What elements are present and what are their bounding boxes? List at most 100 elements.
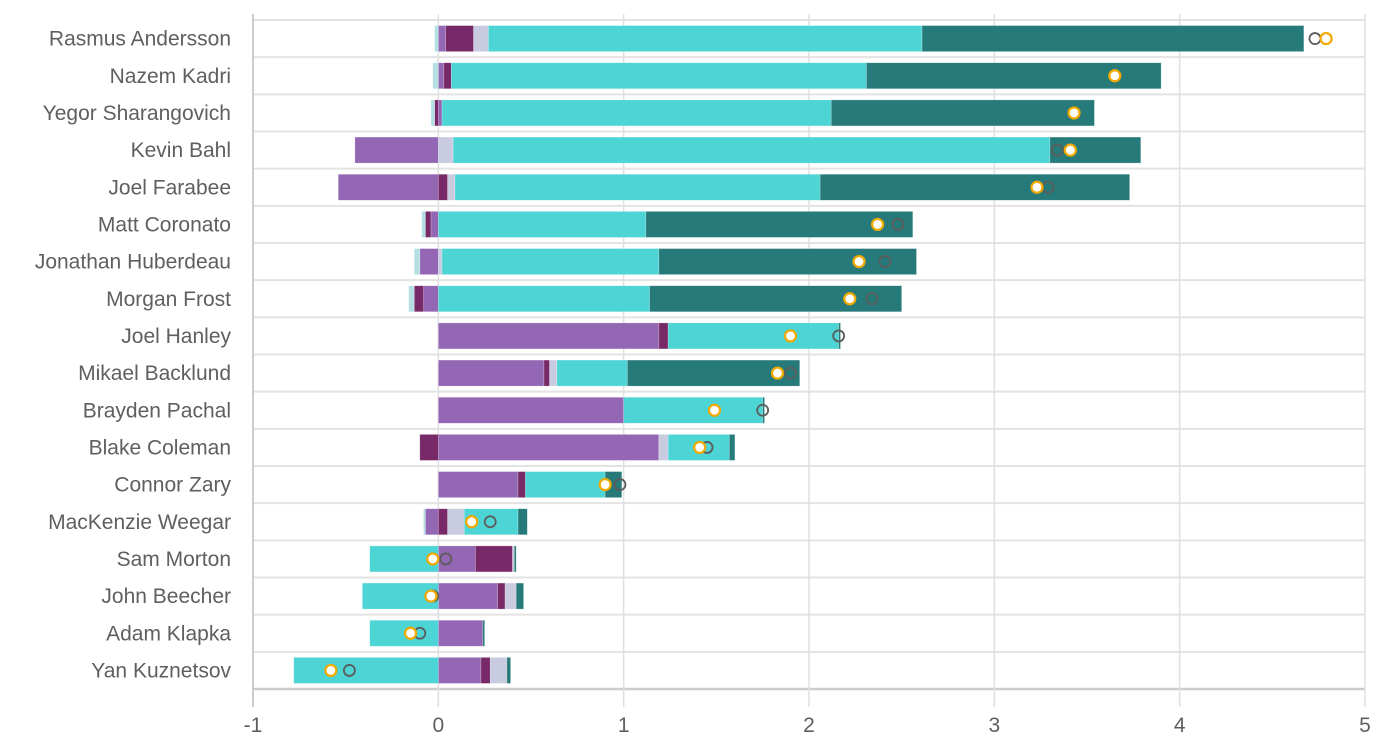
bar-segment-a[interactable]	[337, 173, 439, 201]
bar-segment-b[interactable]	[658, 322, 669, 350]
marker1-point[interactable]	[613, 478, 627, 491]
bar-segment-e[interactable]	[515, 582, 524, 610]
marker2-point[interactable]	[1063, 143, 1077, 157]
marker2-point[interactable]	[1030, 180, 1044, 194]
bar-segment-f[interactable]	[430, 99, 435, 127]
bar-segment-b[interactable]	[425, 211, 432, 238]
bar-segment-f[interactable]	[421, 211, 426, 238]
bar-segment-e[interactable]	[514, 545, 517, 573]
bar-segment-c[interactable]	[504, 582, 517, 610]
marker1-point[interactable]	[1308, 32, 1322, 45]
bar-segment-a[interactable]	[438, 657, 482, 684]
bar-segment-b[interactable]	[517, 471, 526, 498]
bar-segment-a[interactable]	[423, 285, 439, 313]
bar-segment-a[interactable]	[438, 545, 476, 573]
bar-segment-e[interactable]	[762, 396, 765, 424]
marker2-point[interactable]	[1067, 106, 1081, 120]
bar-segment-b[interactable]	[443, 62, 452, 90]
bar-segment-f[interactable]	[413, 248, 421, 275]
bar-segment-b[interactable]	[419, 434, 439, 461]
bar-segment-a[interactable]	[438, 25, 447, 52]
marker2-point[interactable]	[693, 440, 707, 455]
bar-segment-b[interactable]	[445, 25, 474, 52]
bar-segment-c[interactable]	[549, 359, 558, 387]
marker2-point[interactable]	[426, 552, 440, 566]
bar-segment-f[interactable]	[423, 508, 426, 536]
bar-segment-d[interactable]	[293, 657, 439, 684]
bar-segment-c[interactable]	[438, 136, 454, 164]
bar-segment-e[interactable]	[830, 99, 1095, 127]
bar-segment-a[interactable]	[438, 322, 660, 350]
bar-segment-b[interactable]	[497, 582, 506, 610]
marker2-point[interactable]	[707, 403, 722, 417]
bar-segment-a[interactable]	[438, 62, 445, 90]
marker1-point[interactable]	[1050, 143, 1064, 157]
marker1-point[interactable]	[483, 515, 497, 529]
bar-segment-d[interactable]	[452, 136, 1051, 164]
bar-segment-d[interactable]	[441, 248, 660, 275]
bar-segment-b[interactable]	[480, 657, 491, 684]
bar-segment-c[interactable]	[438, 248, 443, 275]
marker2-point[interactable]	[843, 292, 857, 306]
bar-segment-f[interactable]	[432, 62, 439, 90]
bar-segment-a[interactable]	[425, 508, 439, 536]
bar-segment-d[interactable]	[667, 322, 839, 350]
marker2-point[interactable]	[1319, 31, 1333, 46]
bar-segment-d[interactable]	[488, 25, 923, 52]
bar-segment-d[interactable]	[667, 434, 730, 461]
bar-segment-a[interactable]	[438, 582, 498, 610]
marker1-point[interactable]	[832, 329, 846, 343]
bar-segment-a[interactable]	[438, 434, 660, 461]
bar-segment-a[interactable]	[354, 136, 439, 164]
marker1-point[interactable]	[756, 403, 770, 417]
marker2-point[interactable]	[770, 366, 785, 380]
bar-segment-c[interactable]	[489, 657, 508, 684]
bar-segment-a[interactable]	[438, 619, 484, 647]
bar-segment-a[interactable]	[430, 211, 439, 238]
bar-segment-d[interactable]	[454, 173, 821, 201]
bar-segment-e[interactable]	[645, 211, 914, 238]
bar-segment-e[interactable]	[921, 25, 1305, 52]
bar-segment-c[interactable]	[447, 508, 465, 536]
marker1-point[interactable]	[865, 292, 879, 306]
bar-segment-a[interactable]	[438, 471, 519, 498]
bar-segment-b[interactable]	[438, 508, 448, 536]
bar-segment-e[interactable]	[729, 434, 736, 461]
bar-segment-a[interactable]	[438, 396, 624, 424]
bar-segment-a[interactable]	[419, 248, 439, 275]
bar-segment-c[interactable]	[473, 25, 489, 52]
marker2-point[interactable]	[870, 217, 885, 232]
marker2-point[interactable]	[783, 329, 798, 343]
bar-segment-d[interactable]	[438, 211, 647, 238]
bar-segment-d[interactable]	[441, 99, 832, 127]
bar-segment-e[interactable]	[506, 657, 511, 684]
bar-segment-a[interactable]	[438, 99, 443, 127]
bar-segment-e[interactable]	[838, 322, 841, 350]
marker1-point[interactable]	[439, 552, 453, 566]
marker1-point[interactable]	[784, 366, 797, 380]
bar-segment-b[interactable]	[413, 285, 424, 313]
bar-segment-f[interactable]	[408, 285, 415, 313]
bar-segment-b[interactable]	[543, 359, 550, 387]
bar-segment-d[interactable]	[438, 285, 650, 313]
marker1-point[interactable]	[878, 255, 892, 268]
bar-segment-d[interactable]	[525, 471, 606, 498]
marker2-point[interactable]	[324, 663, 338, 678]
bar-segment-d[interactable]	[623, 396, 763, 424]
bar-segment-d[interactable]	[556, 359, 628, 387]
bar-segment-c[interactable]	[447, 173, 456, 201]
marker2-point[interactable]	[852, 254, 866, 269]
bar-segment-e[interactable]	[658, 248, 917, 275]
marker2-point[interactable]	[465, 515, 479, 529]
marker2-point[interactable]	[424, 589, 438, 603]
marker2-point[interactable]	[403, 626, 418, 640]
bar-segment-e[interactable]	[819, 173, 1130, 201]
bar-segment-e[interactable]	[517, 508, 528, 536]
bar-segment-e[interactable]	[482, 619, 485, 647]
bar-segment-e[interactable]	[649, 285, 902, 313]
marker1-point[interactable]	[342, 664, 356, 677]
marker2-point[interactable]	[1108, 69, 1122, 83]
bar-segment-f[interactable]	[434, 25, 439, 52]
bar-segment-a[interactable]	[438, 359, 545, 387]
marker2-point[interactable]	[598, 477, 612, 492]
